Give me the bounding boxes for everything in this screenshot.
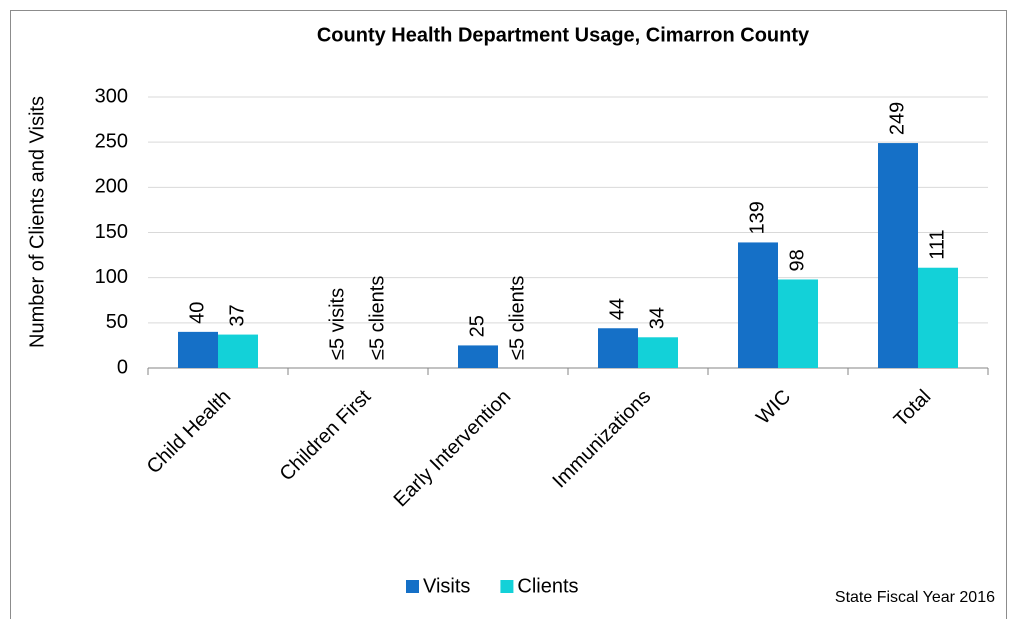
bar <box>778 279 818 368</box>
y-tick-label: 100 <box>95 266 128 288</box>
bar <box>918 267 958 368</box>
data-label: 249 <box>886 102 908 135</box>
data-label: 25 <box>466 315 488 337</box>
bar <box>218 334 258 368</box>
bar <box>458 345 498 368</box>
data-label: 98 <box>786 249 808 271</box>
chart-title: County Health Department Usage, Cimarron… <box>317 24 810 46</box>
bar <box>178 331 218 368</box>
legend-label: Visits <box>423 575 470 597</box>
y-tick-label: 200 <box>95 176 128 198</box>
note: State Fiscal Year 2016 <box>835 589 995 606</box>
data-label: ≤5 visits <box>326 288 348 360</box>
legend-swatch <box>500 580 514 593</box>
data-label: ≤5 clients <box>506 276 528 360</box>
bar <box>738 242 778 368</box>
legend-label: Clients <box>517 575 578 597</box>
y-axis-label: Number of Clients and Visits <box>26 96 48 348</box>
data-label: 37 <box>226 304 248 326</box>
data-label: ≤5 clients <box>366 276 388 360</box>
y-tick-label: 50 <box>106 311 128 333</box>
bar <box>598 328 638 368</box>
data-label: 34 <box>646 307 668 329</box>
data-label: 44 <box>606 298 628 320</box>
data-label: 40 <box>186 302 208 324</box>
legend-swatch <box>406 580 419 593</box>
y-tick-label: 150 <box>95 221 128 243</box>
bar <box>878 143 918 368</box>
data-label: 111 <box>926 229 948 259</box>
data-label: 139 <box>746 201 768 234</box>
chart-frame <box>10 10 1007 619</box>
y-tick-label: 250 <box>95 130 128 152</box>
y-tick-label: 300 <box>95 85 128 107</box>
y-tick-label: 0 <box>117 356 128 378</box>
bar <box>638 337 678 368</box>
